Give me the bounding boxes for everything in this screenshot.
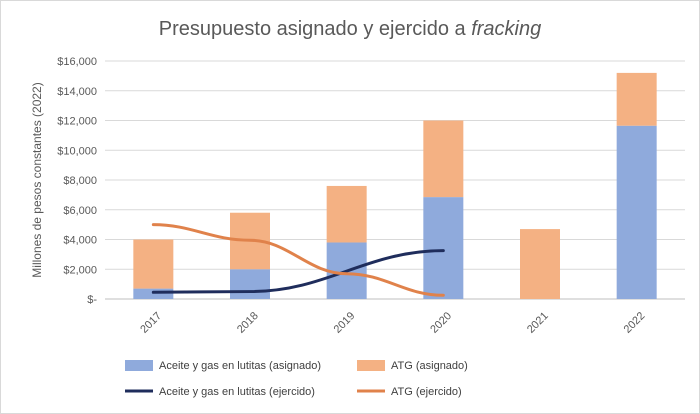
bar-segment-atg-asignado <box>423 120 464 198</box>
x-tick-label: 2020 <box>428 310 454 336</box>
gridlines <box>105 60 685 300</box>
legend-label: Aceite y gas en lutitas (ejercido) <box>159 386 315 398</box>
legend-label: Aceite y gas en lutitas (asignado) <box>159 360 321 372</box>
y-tick-label: $12,000 <box>57 116 97 128</box>
legend-label: ATG (ejercido) <box>391 386 462 398</box>
y-tick-labels: $- $2,000 $4,000 $6,000 $8,000 $10,000 $12,000… <box>57 56 97 306</box>
x-tick-label: 2017 <box>138 310 164 336</box>
bar-segment-aceite-asignado <box>230 269 270 299</box>
chart-title: Presupuesto asignado y ejercido a fracki… <box>159 18 541 40</box>
chart-title-main: Presupuesto asignado y ejercido a <box>159 18 471 40</box>
legend: Aceite y gas en lutitas (asignado) ATG (a… <box>125 360 468 398</box>
x-tick-label: 2019 <box>332 310 358 336</box>
y-tick-label: $10,000 <box>57 145 97 157</box>
line-series-atg-ejercido <box>151 223 445 297</box>
legend-item: ATG (asignado) <box>357 360 468 372</box>
bar-segment-atg-asignado <box>520 229 560 299</box>
bars <box>133 72 657 299</box>
y-axis-label: Millones de pesos constantes (2022) <box>30 82 44 277</box>
legend-swatch <box>125 360 153 371</box>
y-tick-label: $14,000 <box>57 86 97 98</box>
lines <box>151 223 445 297</box>
x-tick-labels: 2017 2018 2019 2020 2021 2022 <box>138 310 647 336</box>
x-tick-label: 2022 <box>622 310 648 336</box>
y-tick-label: $- <box>87 294 97 306</box>
bar-segment-atg-asignado <box>326 185 367 243</box>
y-tick-label: $8,000 <box>63 175 97 187</box>
y-tick-label: $6,000 <box>63 205 97 217</box>
bar-segment-atg-asignado <box>616 72 657 126</box>
legend-swatch <box>357 360 385 371</box>
bar-segment-aceite-asignado <box>616 125 657 299</box>
legend-item: Aceite y gas en lutitas (asignado) <box>125 360 321 372</box>
legend-item: ATG (ejercido) <box>357 386 462 398</box>
x-tick-label: 2018 <box>235 310 261 336</box>
bar-segment-aceite-asignado <box>423 197 464 299</box>
legend-label: ATG (asignado) <box>391 360 468 372</box>
line-series-aceite-ejercido <box>151 249 445 294</box>
bar-segment-atg-asignado <box>133 239 174 289</box>
y-tick-label: $2,000 <box>63 264 97 276</box>
x-tick-label: 2021 <box>525 310 551 336</box>
y-tick-label: $4,000 <box>63 235 97 247</box>
y-tick-label: $16,000 <box>57 56 97 68</box>
legend-item: Aceite y gas en lutitas (ejercido) <box>125 386 315 398</box>
chart-title-italic: fracking <box>471 18 541 40</box>
